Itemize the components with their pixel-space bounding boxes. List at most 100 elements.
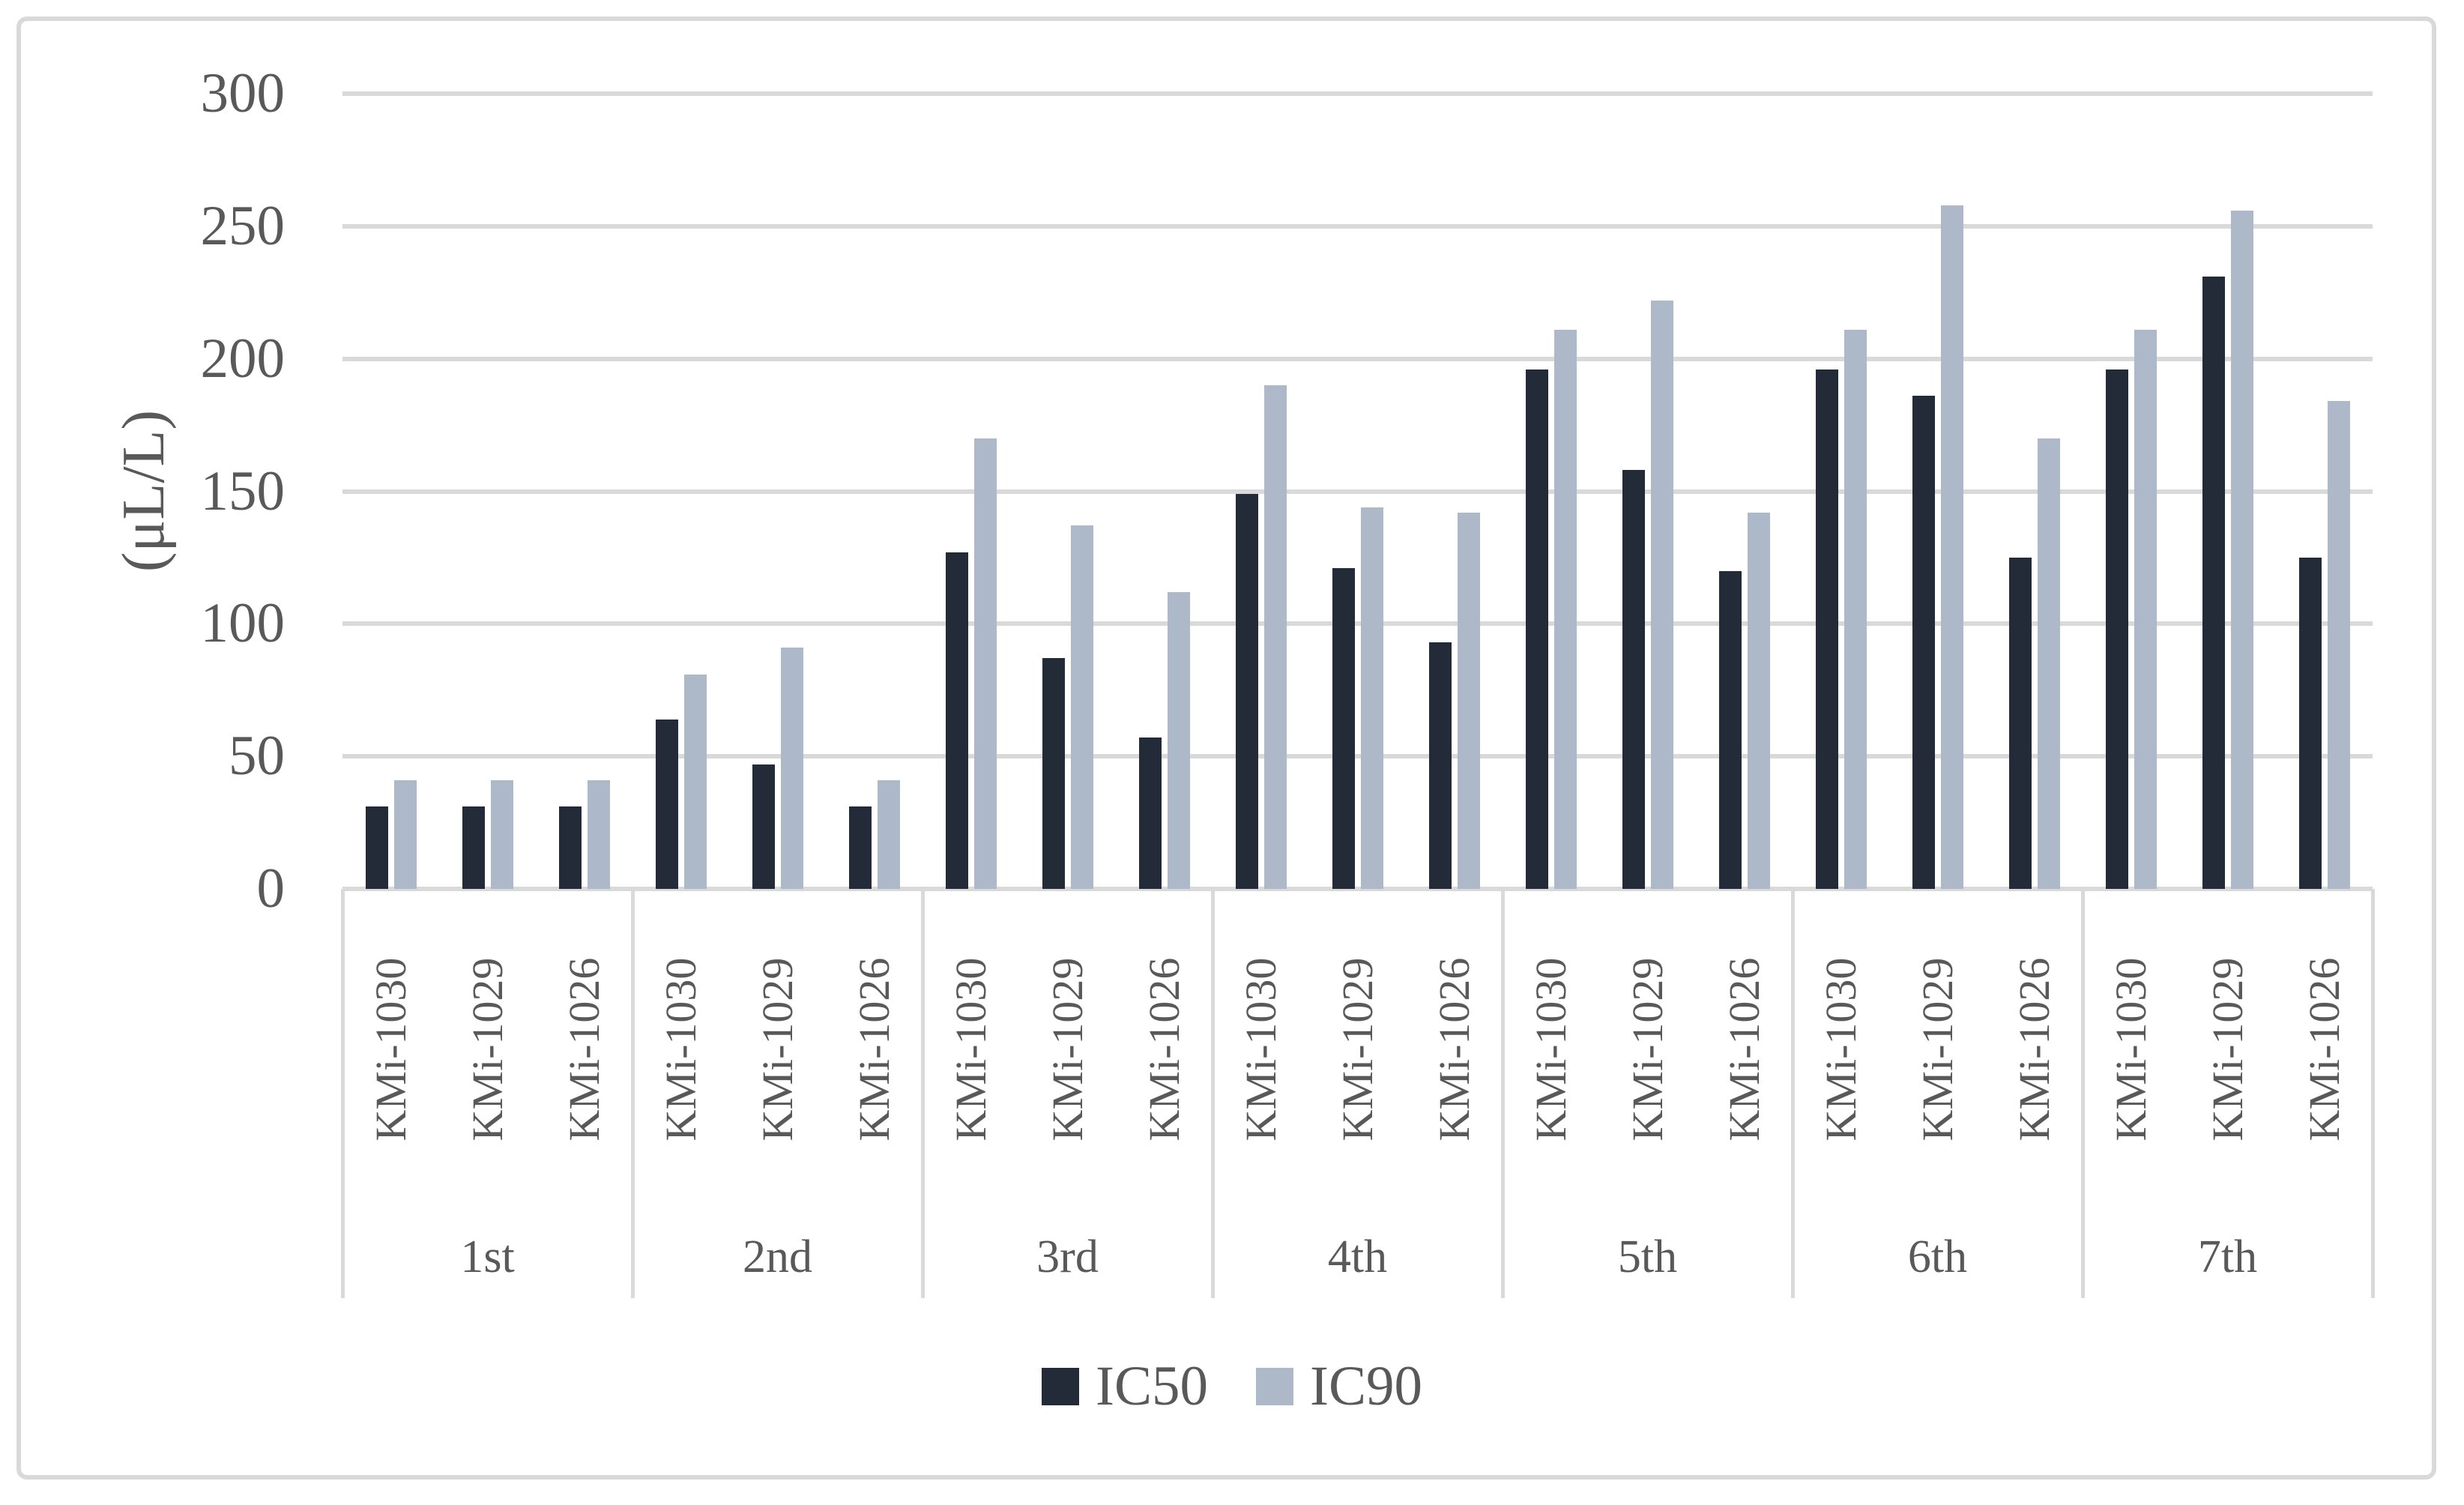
category-label-kmi-1029: KMi-1029 (1333, 957, 1382, 1141)
y-tick-label: 100 (200, 592, 286, 654)
category-label-kmi-1026: KMi-1026 (850, 957, 899, 1141)
category-divider (631, 889, 635, 1298)
bar-ic50-5th-kmi-1026 (1719, 571, 1742, 889)
y-tick-label: 200 (200, 328, 286, 390)
group-label-4th: 4th (1327, 1231, 1388, 1282)
category-label-kmi-1026: KMi-1026 (1430, 957, 1479, 1141)
group-label-5th: 5th (1617, 1231, 1678, 1282)
category-label-kmi-1026: KMi-1026 (1720, 957, 1769, 1141)
gridline (342, 621, 2373, 626)
bar-ic50-7th-kmi-1030 (2106, 370, 2128, 889)
bar-ic90-3rd-kmi-1029 (1071, 525, 1093, 889)
group-label-3rd: 3rd (1036, 1231, 1099, 1282)
category-label-kmi-1030: KMi-1030 (366, 957, 415, 1141)
group-label-1st: 1st (460, 1231, 515, 1282)
bar-ic50-6th-kmi-1026 (2009, 558, 2032, 889)
bar-ic50-6th-kmi-1029 (1912, 396, 1935, 889)
bar-ic90-2nd-kmi-1029 (781, 648, 803, 889)
category-divider (341, 889, 345, 1298)
bar-ic90-1st-kmi-1026 (588, 780, 610, 889)
y-tick-label: 50 (229, 725, 285, 787)
category-label-kmi-1029: KMi-1029 (463, 957, 512, 1141)
group-label-2nd: 2nd (743, 1231, 812, 1282)
legend-label: IC90 (1310, 1355, 1422, 1417)
category-label-kmi-1029: KMi-1029 (1623, 957, 1672, 1141)
bar-ic90-2nd-kmi-1030 (684, 675, 707, 889)
category-label-kmi-1026: KMi-1026 (560, 957, 609, 1141)
legend: IC50 IC90 (0, 1358, 2464, 1415)
bar-ic90-7th-kmi-1029 (2231, 211, 2253, 889)
bar-ic90-3rd-kmi-1026 (1168, 592, 1190, 889)
category-divider (1501, 889, 1505, 1298)
bar-ic90-5th-kmi-1030 (1554, 330, 1577, 889)
gridline (342, 224, 2373, 229)
bar-ic50-7th-kmi-1029 (2202, 277, 2225, 889)
y-tick-label: 250 (200, 195, 286, 257)
category-label-kmi-1029: KMi-1029 (1913, 957, 1962, 1141)
bar-ic50-2nd-kmi-1026 (849, 806, 872, 889)
y-tick-label: 300 (200, 62, 286, 124)
category-divider (2371, 889, 2375, 1298)
bar-ic90-4th-kmi-1026 (1458, 513, 1480, 889)
bar-ic90-2nd-kmi-1026 (878, 780, 900, 889)
bar-ic50-3rd-kmi-1026 (1139, 738, 1162, 889)
category-label-kmi-1029: KMi-1029 (753, 957, 802, 1141)
category-label-kmi-1030: KMi-1030 (946, 957, 995, 1141)
legend-swatch-ic90 (1256, 1368, 1293, 1405)
gridline (342, 91, 2373, 96)
bar-ic50-1st-kmi-1030 (366, 806, 388, 889)
bar-ic50-6th-kmi-1030 (1816, 370, 1838, 889)
bar-ic90-6th-kmi-1026 (2038, 438, 2060, 889)
category-divider (1791, 889, 1795, 1298)
legend-item-ic50: IC50 (1042, 1358, 1208, 1415)
bar-ic90-1st-kmi-1029 (491, 780, 513, 889)
figure-border (16, 16, 2436, 1480)
bar-ic90-5th-kmi-1026 (1748, 513, 1770, 889)
bar-ic50-5th-kmi-1029 (1622, 470, 1645, 889)
bar-ic90-6th-kmi-1029 (1941, 205, 1963, 889)
category-divider (921, 889, 925, 1298)
bar-ic50-1st-kmi-1026 (559, 806, 582, 889)
bar-ic90-5th-kmi-1029 (1651, 301, 1673, 889)
group-label-6th: 6th (1907, 1231, 1968, 1282)
bar-ic50-1st-kmi-1029 (462, 806, 485, 889)
bar-ic50-2nd-kmi-1030 (656, 720, 678, 889)
category-divider (1211, 889, 1215, 1298)
bar-ic50-4th-kmi-1029 (1332, 568, 1355, 889)
category-label-kmi-1029: KMi-1029 (2203, 957, 2252, 1141)
legend-swatch-ic50 (1042, 1368, 1079, 1405)
bar-ic90-3rd-kmi-1030 (974, 438, 997, 889)
bar-ic90-7th-kmi-1030 (2134, 330, 2157, 889)
category-label-kmi-1026: KMi-1026 (2010, 957, 2059, 1141)
bar-ic50-5th-kmi-1030 (1526, 370, 1548, 889)
legend-item-ic90: IC90 (1256, 1358, 1422, 1415)
gridline (342, 489, 2373, 494)
bar-ic90-4th-kmi-1030 (1264, 385, 1287, 889)
bar-ic50-3rd-kmi-1029 (1042, 658, 1065, 889)
bar-ic50-3rd-kmi-1030 (946, 552, 968, 889)
category-label-kmi-1030: KMi-1030 (1527, 957, 1575, 1141)
bar-ic90-6th-kmi-1030 (1844, 330, 1867, 889)
y-tick-label: 0 (256, 857, 286, 920)
gridline (342, 754, 2373, 758)
category-label-kmi-1030: KMi-1030 (1236, 957, 1285, 1141)
bar-ic90-4th-kmi-1029 (1361, 507, 1383, 889)
category-label-kmi-1030: KMi-1030 (2107, 957, 2155, 1141)
category-label-kmi-1026: KMi-1026 (2300, 957, 2349, 1141)
category-label-kmi-1030: KMi-1030 (656, 957, 705, 1141)
category-divider (2081, 889, 2085, 1298)
category-label-kmi-1026: KMi-1026 (1140, 957, 1189, 1141)
bar-ic90-1st-kmi-1030 (394, 780, 417, 889)
bar-ic90-7th-kmi-1026 (2328, 401, 2350, 889)
legend-label: IC50 (1096, 1355, 1208, 1417)
category-label-kmi-1029: KMi-1029 (1043, 957, 1092, 1141)
bar-ic50-7th-kmi-1026 (2299, 558, 2322, 889)
category-label-kmi-1030: KMi-1030 (1817, 957, 1865, 1141)
gridline (342, 357, 2373, 361)
group-label-7th: 7th (2197, 1231, 2258, 1282)
bar-ic50-2nd-kmi-1029 (752, 764, 775, 889)
bar-ic50-4th-kmi-1026 (1429, 642, 1452, 889)
y-tick-label: 150 (200, 460, 286, 522)
bar-ic50-4th-kmi-1030 (1236, 494, 1258, 889)
x-axis-line (342, 887, 2373, 891)
